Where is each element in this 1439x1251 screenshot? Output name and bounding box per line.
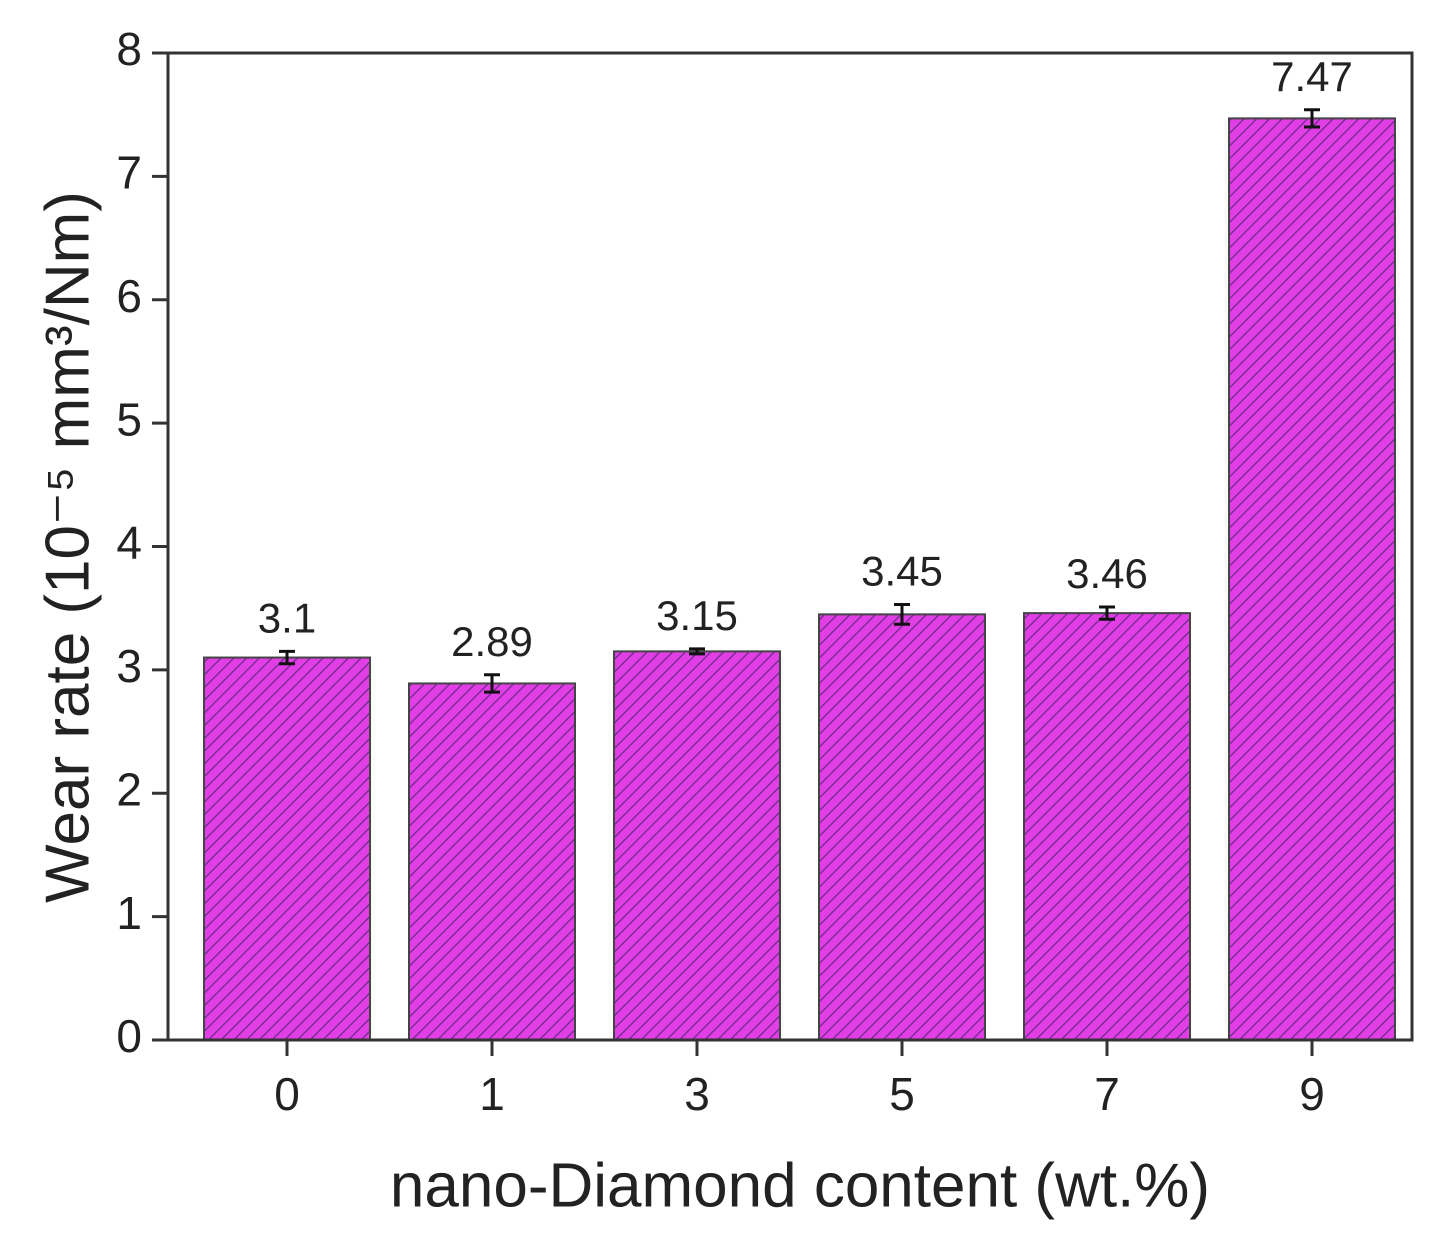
- y-tick-label: 6: [116, 270, 142, 322]
- value-label: 3.45: [861, 548, 943, 595]
- bar: [203, 656, 371, 1041]
- x-tick-label: 5: [889, 1068, 915, 1120]
- x-tick-label: 0: [274, 1068, 300, 1120]
- x-tick-label: 3: [684, 1068, 710, 1120]
- y-tick-label: 2: [116, 763, 142, 815]
- error-bar: [1304, 108, 1320, 129]
- y-tick-label: 0: [116, 1010, 142, 1062]
- bar: [613, 650, 781, 1042]
- plot-frame: [166, 51, 1414, 1042]
- y-tick-label: 4: [116, 517, 142, 569]
- value-label: 7.47: [1271, 53, 1353, 100]
- y-tick-label: 1: [116, 887, 142, 939]
- error-bar: [894, 602, 910, 626]
- bar: [408, 682, 576, 1041]
- value-label: 3.15: [656, 592, 738, 639]
- y-axis-title: Wear rate (10⁻⁵ mm³/Nm): [33, 191, 102, 903]
- error-bar: [279, 649, 295, 666]
- error-bar: [1099, 605, 1115, 621]
- value-label: 2.89: [451, 618, 533, 665]
- y-tick-label: 7: [116, 147, 142, 199]
- x-tick-label: 9: [1299, 1068, 1325, 1120]
- x-tick-label: 7: [1094, 1068, 1120, 1120]
- error-bar: [484, 673, 500, 694]
- bar: [1228, 117, 1396, 1042]
- x-axis-title: nano-Diamond content (wt.%): [390, 1151, 1210, 1220]
- value-label: 3.46: [1066, 550, 1148, 597]
- y-tick-label: 8: [116, 23, 142, 75]
- y-tick-label: 3: [116, 640, 142, 692]
- bar: [818, 613, 986, 1041]
- bar: [1023, 612, 1191, 1041]
- x-tick-label: 1: [479, 1068, 505, 1120]
- error-bar: [689, 647, 705, 656]
- y-tick-label: 5: [116, 393, 142, 445]
- value-label: 3.1: [258, 594, 316, 641]
